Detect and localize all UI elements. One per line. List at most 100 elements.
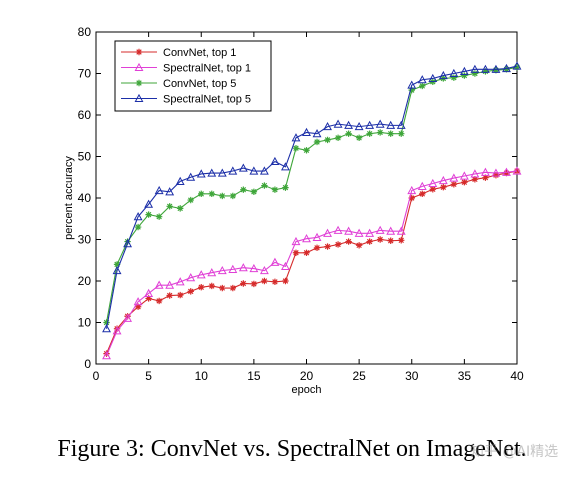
data-point-core	[420, 192, 424, 196]
data-point-core	[378, 237, 382, 242]
data-point-core	[462, 180, 466, 184]
series-3	[103, 64, 521, 326]
data-point-core	[178, 206, 182, 210]
data-point-core	[389, 132, 393, 136]
data-point	[228, 264, 238, 273]
data-point-core	[357, 136, 361, 140]
series-line	[105, 65, 518, 329]
data-point	[407, 80, 417, 89]
data-point	[249, 263, 259, 273]
data-point-core	[115, 262, 119, 266]
data-point-core	[241, 188, 245, 192]
data-point	[175, 176, 185, 185]
data-point	[154, 185, 164, 195]
data-point	[333, 225, 343, 234]
data-point	[344, 226, 354, 235]
data-point-core	[452, 182, 456, 186]
legend-marker	[134, 93, 144, 103]
data-point	[238, 163, 248, 172]
data-point	[270, 257, 280, 266]
legend-label: SpectralNet, top 1	[163, 63, 251, 75]
data-point	[249, 166, 259, 175]
data-point	[502, 63, 511, 73]
data-point	[281, 162, 290, 171]
y-tick-label: 30	[78, 233, 92, 247]
data-point	[186, 273, 196, 282]
y-tick-label: 60	[78, 108, 92, 122]
data-point-core	[483, 176, 488, 180]
data-point	[386, 120, 396, 129]
data-point-core	[189, 289, 193, 293]
data-point	[165, 187, 175, 196]
data-point-core	[168, 204, 172, 208]
data-point	[175, 277, 185, 286]
data-point	[144, 199, 154, 208]
data-point	[491, 168, 501, 177]
data-point-core	[136, 305, 140, 309]
data-point	[312, 129, 322, 138]
data-point	[323, 228, 332, 237]
data-point-core	[304, 148, 309, 152]
data-point	[459, 171, 469, 180]
data-point	[259, 265, 269, 275]
data-point	[186, 172, 196, 181]
data-point	[480, 167, 490, 176]
x-tick-label: 15	[247, 369, 261, 383]
x-tick-label: 0	[93, 369, 100, 383]
data-point	[217, 168, 227, 177]
data-point-core	[347, 132, 351, 136]
data-point	[302, 234, 311, 243]
series-2	[102, 166, 522, 360]
data-point	[144, 288, 154, 298]
data-point	[302, 127, 311, 136]
data-point-core	[147, 213, 151, 217]
data-point	[417, 181, 427, 190]
data-point-core	[210, 284, 214, 288]
data-point-core	[273, 188, 277, 192]
data-point	[375, 119, 385, 128]
data-point-core	[420, 84, 424, 88]
data-point	[344, 120, 354, 129]
legend-entry: SpectralNet, top 5	[121, 94, 251, 106]
data-point-core	[241, 281, 245, 286]
data-point-core	[231, 194, 235, 198]
y-axis-label: percent accuracy	[63, 156, 75, 240]
data-point	[133, 297, 143, 306]
data-point	[512, 61, 522, 70]
data-point	[396, 120, 406, 129]
data-point	[333, 119, 343, 128]
data-point-core	[273, 280, 277, 284]
legend-label: ConvNet, top 1	[163, 47, 236, 59]
legend-entry: ConvNet, top 1	[121, 47, 236, 59]
data-point-core	[262, 279, 266, 283]
legend-marker-core	[137, 50, 141, 54]
data-point-core	[315, 140, 319, 144]
data-point	[365, 120, 375, 129]
data-point-core	[336, 242, 340, 247]
series-line	[106, 170, 518, 356]
data-point	[407, 185, 417, 195]
data-point	[291, 236, 301, 246]
data-point	[365, 228, 375, 237]
data-point-core	[378, 130, 382, 135]
data-point	[417, 75, 427, 84]
data-point-core	[136, 225, 140, 229]
data-point-core	[389, 239, 393, 243]
data-point	[217, 265, 227, 275]
data-point	[112, 326, 122, 335]
y-tick-label: 40	[78, 191, 92, 205]
x-tick-label: 35	[458, 369, 472, 383]
data-point-core	[199, 192, 203, 196]
y-tick-label: 10	[78, 316, 92, 330]
y-tick-label: 0	[84, 357, 91, 371]
data-point-core	[189, 198, 193, 202]
data-point	[196, 169, 206, 178]
data-point	[291, 133, 301, 142]
line-chart: 0 5 10 15 20 25 30 35 40 0 10 20 30 40 50 60 70 80 ConvNe…	[63, 25, 524, 396]
data-point-core	[368, 239, 372, 244]
data-point-core	[283, 186, 288, 190]
data-point	[154, 280, 164, 289]
data-point-core	[262, 183, 266, 188]
data-point-core	[410, 196, 414, 200]
data-point-core	[473, 177, 477, 181]
